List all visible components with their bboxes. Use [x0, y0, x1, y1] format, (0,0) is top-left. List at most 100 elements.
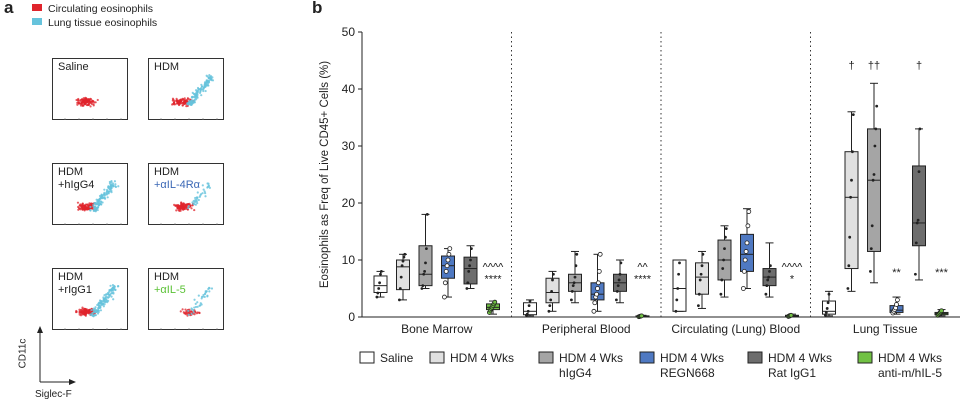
data-point: [616, 284, 620, 288]
box-2: [867, 128, 881, 252]
data-point: [847, 264, 851, 268]
facs-plot: HDM +rIgG1: [52, 268, 128, 330]
significance-marker: ***: [935, 267, 949, 279]
data-point: [895, 297, 900, 303]
legend-entry-lung: Lung tissue eosinophils: [32, 16, 157, 30]
data-point: [492, 299, 498, 305]
data-point: [639, 313, 645, 319]
data-point: [617, 278, 621, 282]
data-point: [570, 289, 574, 293]
data-point: [742, 257, 748, 263]
data-point: [467, 270, 471, 273]
data-point: [846, 287, 850, 290]
data-point: [869, 270, 872, 273]
data-point: [447, 246, 453, 252]
data-point: [441, 294, 447, 300]
data-point: [550, 289, 553, 293]
facs-label: HDM +αIL-5: [154, 271, 186, 297]
data-point: [376, 291, 380, 295]
data-point: [851, 150, 854, 154]
data-point: [740, 286, 746, 291]
data-point: [870, 224, 874, 228]
legend-swatch: [359, 351, 375, 364]
significance-marker: ****: [634, 273, 652, 285]
group-label: Circulating (Lung) Blood: [671, 322, 800, 336]
legend-swatch: [538, 351, 554, 364]
y-axis-title: Eosinophils as Freq of Live CD45+ Cells …: [319, 61, 331, 288]
data-point: [675, 298, 679, 302]
data-point: [551, 278, 554, 282]
data-point: [769, 264, 772, 268]
legend-label: Saline: [380, 351, 414, 365]
data-point: [849, 195, 852, 199]
data-point: [850, 178, 853, 182]
data-point: [420, 287, 424, 290]
data-point: [719, 292, 723, 296]
data-point: [470, 247, 473, 251]
facs-label-line1: HDM: [154, 166, 180, 178]
data-point: [572, 281, 576, 285]
data-point: [939, 308, 944, 314]
data-point: [595, 286, 600, 291]
legend-swatch: [639, 351, 655, 364]
data-point: [446, 251, 452, 257]
data-point: [741, 268, 747, 274]
panel-b-boxplot: 0 10 20 30 40 50 Eosinophils as Freq of Live C…: [319, 25, 960, 380]
data-point: [403, 252, 407, 256]
data-point: [722, 258, 725, 262]
data-point: [421, 284, 425, 288]
facs-plot: HDM +αIL-5: [148, 268, 224, 330]
legend-swatch-blue: [32, 18, 42, 25]
significance-marker: **: [892, 267, 901, 279]
data-point: [442, 280, 448, 286]
data-point: [746, 209, 752, 214]
data-point: [422, 272, 426, 276]
data-point: [745, 223, 751, 229]
y-tick-label: 50: [342, 25, 356, 39]
panel-a-x-axis-label: Siglec-F: [35, 389, 72, 400]
data-point: [399, 275, 403, 279]
data-point: [615, 289, 619, 293]
data-point: [445, 257, 451, 263]
data-point: [424, 261, 427, 265]
data-point: [724, 227, 728, 231]
facs-plot: HDM +αIL-4Rα: [148, 163, 224, 225]
significance-marker: ^^^^: [782, 261, 803, 273]
box-0: [672, 259, 687, 312]
legend-label-line2: Rat IgG1: [768, 366, 816, 380]
panel-a-legend: Circulating eosinophils Lung tissue eosi…: [32, 2, 157, 30]
data-point: [875, 104, 879, 108]
y-tick-label: 30: [342, 139, 356, 153]
data-point: [574, 264, 578, 268]
significance-marker: *: [790, 273, 795, 285]
facs-label-line2: +αIL-5: [154, 284, 186, 296]
box-4: [463, 256, 478, 285]
data-point: [918, 127, 922, 131]
data-point: [401, 259, 405, 263]
data-point: [788, 312, 794, 318]
data-point: [575, 252, 579, 256]
legend-entry-circulating: Circulating eosinophils: [32, 2, 157, 16]
data-point: [380, 270, 383, 273]
data-point: [824, 313, 827, 317]
data-point: [768, 270, 771, 273]
panel-b-letter: b: [312, 0, 323, 17]
facs-label-line1: HDM: [58, 271, 84, 283]
facs-label-line2: +hIgG4: [58, 179, 95, 191]
facs-label: HDM +rIgG1: [58, 271, 92, 297]
legend-label: HDM 4 Wks: [878, 351, 942, 365]
facs-scatter: [64, 283, 122, 330]
data-point: [698, 278, 702, 282]
data-point: [743, 249, 749, 254]
data-point: [526, 309, 530, 313]
data-point: [869, 247, 873, 251]
data-point: [573, 275, 577, 279]
data-point: [765, 284, 769, 288]
data-point: [764, 292, 768, 296]
data-point: [552, 272, 555, 276]
facs-label-line2: +αIL-4Rα: [154, 179, 201, 191]
data-point: [596, 268, 602, 274]
legend-label: Lung tissue eosinophils: [48, 17, 158, 29]
significance-marker: †: [848, 60, 854, 72]
legend-swatch: [429, 351, 445, 364]
